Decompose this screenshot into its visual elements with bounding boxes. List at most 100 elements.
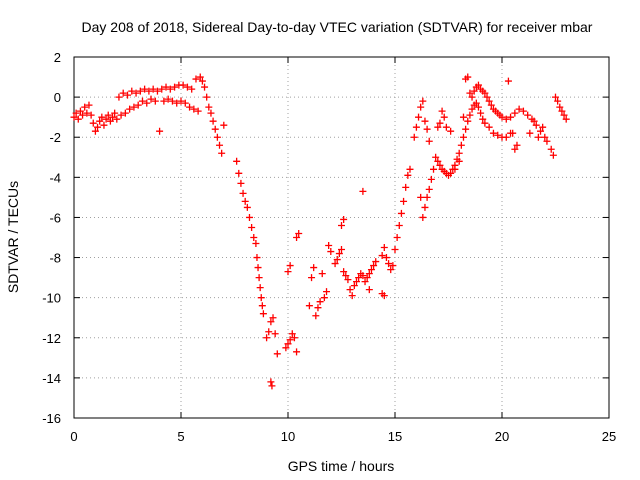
data-point bbox=[466, 111, 474, 119]
data-point bbox=[442, 123, 450, 131]
data-point bbox=[541, 133, 549, 141]
data-point bbox=[423, 193, 431, 201]
data-point bbox=[524, 111, 532, 119]
data-point bbox=[271, 330, 279, 338]
data-point bbox=[134, 101, 142, 109]
data-point bbox=[286, 336, 294, 344]
data-point bbox=[489, 129, 497, 137]
data-point bbox=[380, 292, 388, 300]
data-point bbox=[543, 137, 551, 145]
data-point bbox=[74, 115, 82, 123]
data-point bbox=[519, 107, 527, 115]
data-point bbox=[177, 97, 185, 105]
data-point bbox=[417, 193, 425, 201]
data-point bbox=[241, 197, 249, 205]
data-point bbox=[268, 382, 276, 390]
x-tick-label: 25 bbox=[602, 429, 616, 444]
data-point bbox=[400, 197, 408, 205]
data-point bbox=[504, 77, 512, 85]
data-point bbox=[239, 189, 247, 197]
data-point bbox=[201, 83, 209, 91]
data-point bbox=[327, 248, 335, 256]
data-point bbox=[173, 99, 181, 107]
data-point bbox=[213, 133, 221, 141]
data-point bbox=[462, 125, 470, 133]
data-point bbox=[314, 304, 322, 312]
data-point bbox=[338, 221, 345, 229]
data-point bbox=[419, 97, 427, 105]
data-point bbox=[477, 109, 485, 117]
data-point bbox=[98, 113, 106, 121]
x-tick-label: 5 bbox=[177, 429, 184, 444]
data-point bbox=[511, 109, 519, 117]
data-point bbox=[284, 268, 292, 276]
data-point bbox=[502, 133, 510, 141]
data-point bbox=[235, 169, 243, 177]
data-point bbox=[447, 127, 455, 135]
data-point bbox=[391, 246, 399, 254]
data-point bbox=[359, 272, 367, 280]
data-point bbox=[254, 264, 262, 272]
data-point bbox=[168, 97, 176, 105]
data-point bbox=[509, 129, 517, 137]
data-point bbox=[269, 314, 277, 322]
data-point bbox=[340, 215, 348, 223]
data-point bbox=[171, 83, 179, 91]
data-point bbox=[166, 85, 174, 93]
data-point bbox=[387, 266, 395, 274]
data-point bbox=[466, 89, 474, 97]
data-point bbox=[258, 302, 266, 310]
data-point bbox=[183, 83, 191, 91]
data-point bbox=[255, 274, 263, 282]
data-point bbox=[333, 256, 341, 264]
data-point bbox=[109, 113, 117, 121]
data-point bbox=[252, 240, 260, 248]
data-point bbox=[104, 111, 112, 119]
data-point bbox=[412, 123, 420, 131]
data-point bbox=[282, 344, 290, 352]
data-point bbox=[209, 117, 217, 125]
data-point bbox=[427, 175, 435, 183]
data-point bbox=[111, 109, 119, 117]
data-point bbox=[243, 203, 251, 211]
data-point bbox=[494, 131, 502, 139]
data-point bbox=[181, 99, 189, 107]
data-point bbox=[126, 105, 134, 113]
data-point bbox=[96, 117, 104, 125]
data-point bbox=[76, 107, 84, 115]
data-point bbox=[425, 185, 433, 193]
x-tick-label: 10 bbox=[281, 429, 295, 444]
data-point bbox=[419, 213, 427, 221]
data-point bbox=[395, 221, 403, 229]
data-point bbox=[402, 183, 410, 191]
data-point bbox=[132, 89, 140, 97]
data-point bbox=[91, 127, 99, 135]
data-point bbox=[179, 81, 187, 89]
x-tick-label: 20 bbox=[495, 429, 509, 444]
data-point bbox=[113, 115, 121, 123]
data-point bbox=[552, 93, 559, 101]
data-point bbox=[338, 246, 345, 254]
data-point bbox=[532, 121, 540, 129]
data-point bbox=[430, 165, 438, 173]
data-point bbox=[534, 133, 542, 141]
data-point bbox=[162, 83, 170, 91]
data-point bbox=[425, 137, 433, 145]
data-point bbox=[194, 107, 202, 115]
data-point bbox=[128, 87, 136, 95]
data-point bbox=[421, 117, 429, 125]
data-point bbox=[325, 242, 333, 250]
data-point bbox=[308, 274, 316, 282]
data-point bbox=[468, 93, 476, 101]
data-point bbox=[192, 75, 200, 83]
data-point bbox=[145, 87, 153, 95]
grid bbox=[74, 57, 609, 418]
x-axis-title: GPS time / hours bbox=[288, 458, 395, 474]
data-point bbox=[342, 272, 350, 280]
data-point bbox=[318, 270, 326, 278]
data-point bbox=[263, 334, 271, 342]
data-point bbox=[361, 278, 369, 286]
data-point bbox=[515, 105, 523, 113]
data-point bbox=[156, 127, 164, 135]
data-point bbox=[365, 286, 373, 294]
